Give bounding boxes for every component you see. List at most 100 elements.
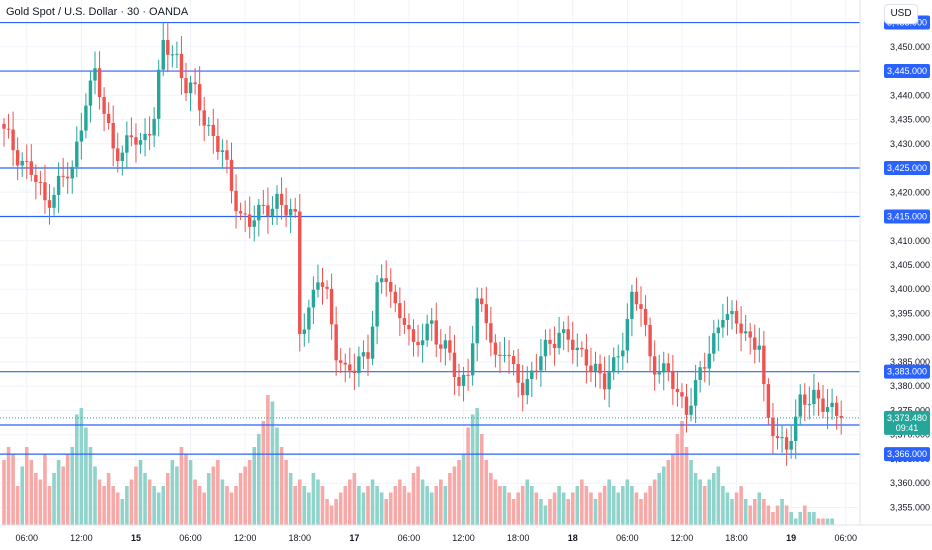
horizontal-level-lines[interactable] (0, 21, 860, 455)
candle-body (571, 339, 575, 351)
candle-body (584, 349, 589, 366)
candle-body (812, 389, 816, 405)
level-price-badge (884, 64, 930, 79)
candle-body (329, 288, 334, 325)
volume-bar (293, 486, 297, 525)
price-axis-background[interactable] (860, 0, 932, 525)
candle-body (698, 367, 702, 380)
volume-bar (338, 492, 343, 525)
candle-body (784, 437, 789, 450)
candle-body (339, 360, 343, 363)
candle-body (839, 415, 843, 418)
candle-body (511, 356, 516, 365)
price-tick-label: 3,450.000 (890, 42, 930, 52)
volume-bar (166, 473, 170, 525)
candle-body (79, 130, 84, 142)
candle-body (775, 436, 780, 439)
candle-body (284, 205, 288, 216)
volume-bar (65, 453, 70, 525)
candle-body (188, 82, 193, 94)
candle-body (803, 394, 807, 405)
candle-body (830, 402, 834, 408)
volume-bar (493, 479, 498, 525)
candle-body (379, 278, 384, 283)
candle-body (484, 304, 488, 324)
currency-button[interactable]: USD (884, 4, 918, 24)
volume-bar (170, 460, 175, 525)
candle-body (316, 282, 320, 290)
candle-body (361, 352, 366, 357)
volume-bar (97, 479, 102, 525)
candle-body (129, 135, 134, 138)
candle-body (370, 326, 375, 359)
candle-body (238, 211, 243, 214)
candle-body (166, 40, 170, 55)
volume-bar (689, 460, 693, 525)
volume-bar (634, 492, 639, 525)
time-tick-label: 06:00 (616, 533, 639, 543)
candle-body (52, 194, 56, 208)
price-tick-label: 3,405.000 (890, 260, 930, 270)
volume-bar (498, 486, 502, 525)
level-price-badge (884, 209, 930, 224)
candle-body (825, 407, 830, 412)
volume-bar (675, 434, 680, 525)
candlesticks (2, 22, 843, 466)
volume-bar (661, 466, 666, 525)
volume-bar (743, 499, 748, 525)
volume-bar (630, 486, 634, 525)
volume-bar (511, 499, 516, 525)
candle-body (193, 82, 197, 85)
volume-bar (739, 486, 743, 525)
volume-bar (329, 505, 334, 525)
volume-bar (129, 479, 134, 525)
volume-bar (461, 453, 466, 525)
time-tick-label: 15 (131, 533, 141, 543)
volume-bar (443, 486, 448, 525)
volume-bar (611, 486, 616, 525)
volume-bar (652, 479, 657, 525)
candle-body (252, 220, 256, 227)
time-tick-label: 18 (568, 533, 578, 543)
volume-bar (238, 473, 243, 525)
volume-bar (452, 466, 457, 525)
candle-body (352, 370, 357, 374)
volume-bar (175, 466, 179, 525)
volume-bar (102, 486, 106, 525)
volume-bar (70, 447, 75, 525)
candle-body (84, 105, 88, 131)
volume-bar (575, 486, 580, 525)
candle-body (15, 150, 20, 166)
candle-body (120, 152, 124, 162)
candle-body (106, 113, 111, 124)
volume-bar (138, 460, 143, 525)
volume-bar (243, 466, 247, 525)
candle-body (821, 398, 825, 412)
level-price-badge (884, 161, 930, 176)
candle-body (393, 291, 397, 304)
candle-body (56, 175, 61, 195)
volume-bar (143, 473, 147, 525)
volume-bar (79, 408, 84, 525)
volume-bar (502, 486, 507, 525)
candle-body (748, 331, 752, 338)
volume-bar (125, 486, 129, 525)
volume-bar (466, 427, 470, 525)
candle-body (707, 353, 711, 369)
volume-bar (716, 466, 721, 525)
candle-body (489, 323, 493, 343)
candle-body (38, 182, 43, 184)
candle-body (680, 392, 684, 397)
candle-body (102, 97, 106, 114)
level-price-badge-label: 3,383.000 (887, 367, 927, 377)
candle-body (43, 182, 47, 201)
volume-bar (507, 492, 511, 525)
candle-body (93, 68, 97, 81)
volume-bar (93, 466, 97, 525)
volume-bar (188, 460, 193, 525)
time-axis[interactable]: 06:00 12:00 15 06:00 12:00 18:00 17 06:00 12:00 1… (15, 533, 857, 543)
candle-body (689, 405, 693, 415)
price-axis[interactable]: 3,355.0003,360.0003,365.0003,370.0003,37… (890, 18, 930, 513)
